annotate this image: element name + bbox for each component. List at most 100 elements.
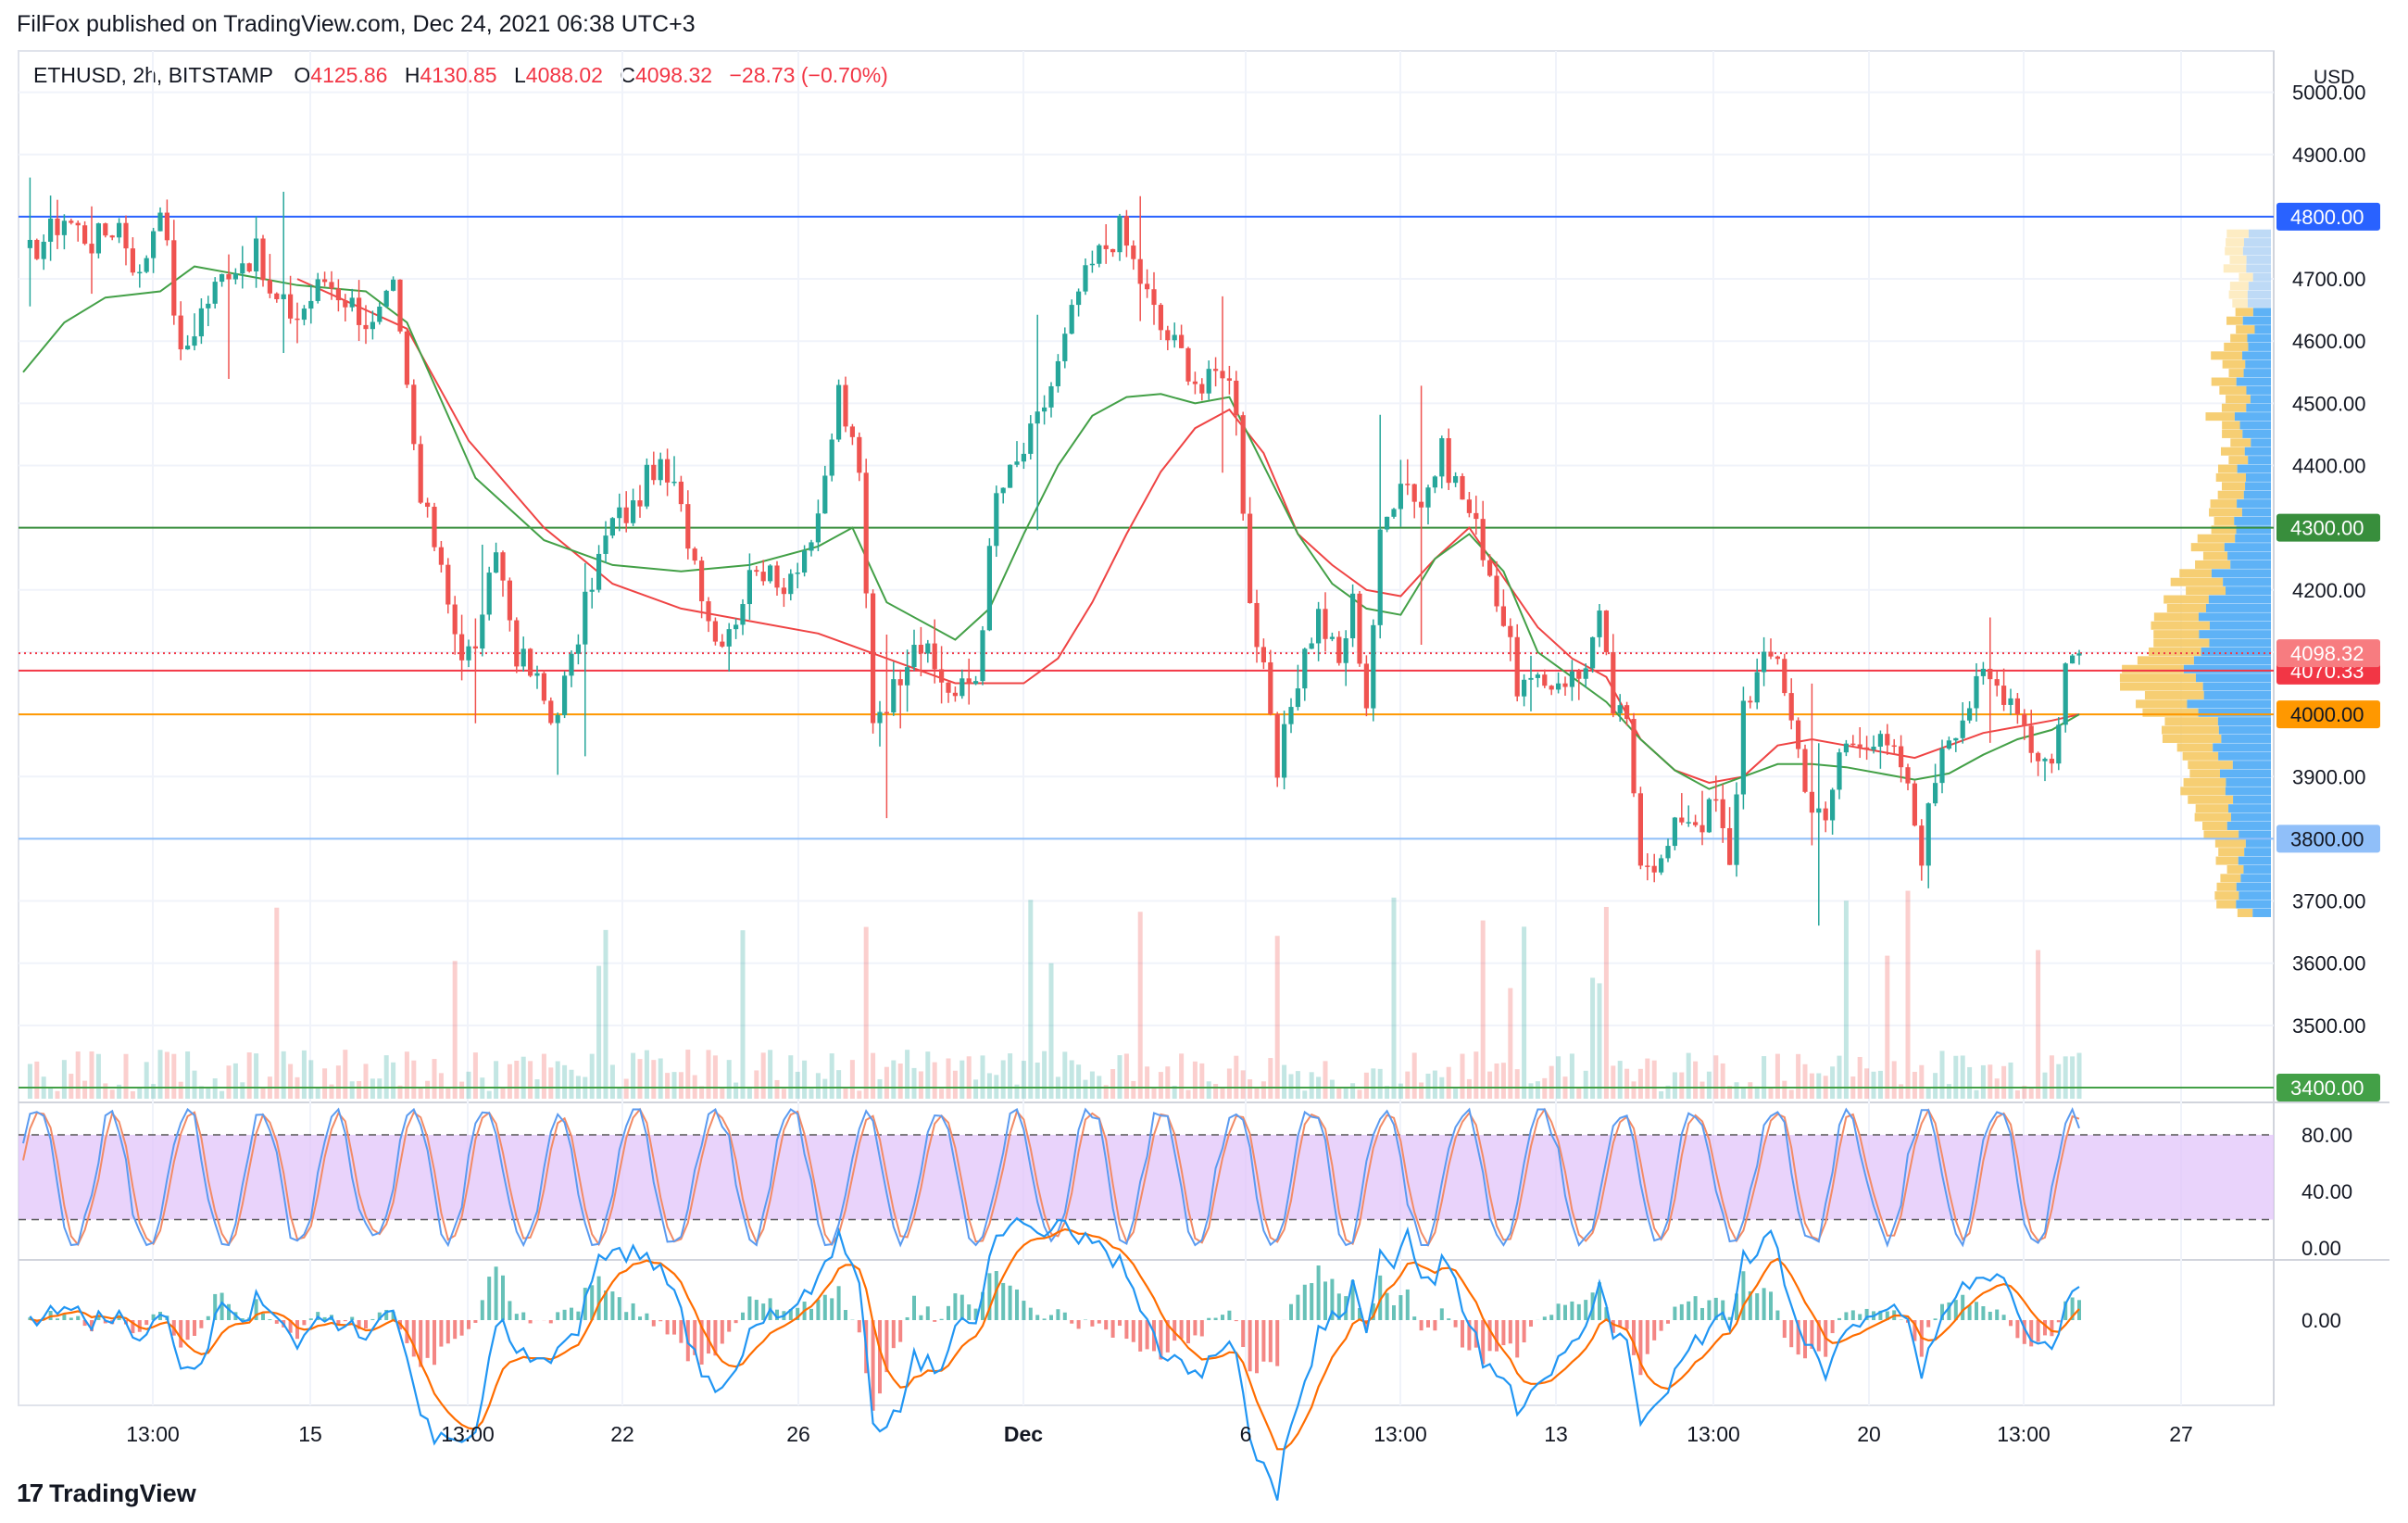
profile-bar-buy [2226, 586, 2271, 596]
macd-hist-bar [1563, 1304, 1567, 1320]
candle [891, 661, 897, 716]
candle-body [939, 669, 945, 683]
macd-hist-bar [82, 1320, 87, 1327]
volume-bar [95, 1053, 101, 1099]
volume-bar [486, 1090, 492, 1099]
candle [857, 432, 862, 482]
volume-bar [164, 1051, 169, 1099]
candle [1562, 676, 1568, 696]
volume-bar [1754, 1086, 1760, 1099]
profile-bar-sell [2153, 612, 2199, 622]
candle-body [206, 303, 211, 308]
candle [1172, 322, 1177, 348]
candle [1343, 630, 1348, 686]
volume-bar [411, 1060, 417, 1099]
macd-hist-bar [1350, 1280, 1355, 1320]
candle-body [774, 565, 780, 588]
candle [1062, 327, 1068, 369]
candle [1837, 749, 1842, 799]
volume-bar [2001, 1065, 2007, 1099]
candle-body [2028, 725, 2034, 753]
volume-bar [891, 1060, 897, 1099]
candle [1720, 784, 1725, 843]
profile-bar-buy [2242, 429, 2271, 438]
candle-body [2008, 698, 2013, 705]
candle [137, 264, 143, 288]
profile-bar-buy [2246, 403, 2271, 412]
volume-bar [1172, 1085, 1177, 1099]
candle-body [609, 518, 615, 536]
volume-bar [520, 1056, 526, 1099]
macd-hist-bar [1953, 1300, 1958, 1320]
volume-bar [884, 1066, 889, 1099]
candle-body [857, 436, 862, 473]
volume-bar [1946, 1084, 1951, 1099]
candle-body [1891, 745, 1897, 748]
macd-hist-bar [796, 1307, 800, 1320]
candle-body [1535, 674, 1540, 678]
macd-hist-bar [1426, 1320, 1430, 1328]
macd-hist-bar [1721, 1300, 1725, 1320]
price-tick-label: 3900.00 [2292, 765, 2366, 788]
macd-hist-bar [295, 1320, 299, 1340]
candle-body [1076, 291, 1082, 306]
candle-body [1385, 516, 1390, 530]
macd-hist-bar [1419, 1320, 1423, 1331]
volume-bar [1597, 983, 1602, 1099]
candle [877, 700, 883, 747]
candle [1611, 634, 1616, 718]
volume-bar [1323, 1061, 1328, 1099]
candle-body [1480, 519, 1486, 560]
macd-hist-bar [1679, 1303, 1684, 1320]
profile-bar-sell [2176, 743, 2214, 752]
candle [802, 545, 808, 577]
candle [1514, 623, 1520, 702]
macd-hist-bar [1433, 1320, 1437, 1331]
volume-bar [232, 1063, 238, 1099]
candle-body [1871, 746, 1876, 750]
volume-bar [2042, 1072, 2048, 1099]
candle-body [706, 601, 711, 622]
volume-bar [1748, 1082, 1753, 1099]
volume-bar [877, 1078, 883, 1099]
candle-body [1528, 677, 1534, 680]
profile-bar-sell [2163, 595, 2209, 604]
candle-body [357, 297, 362, 325]
macd-hist-bar [1885, 1311, 1889, 1320]
macd-hist-bar [1850, 1310, 1855, 1320]
profile-bar-sell [2202, 821, 2227, 830]
candle-body [514, 620, 520, 667]
profile-bar-buy [2226, 777, 2271, 787]
volume-bar [1343, 1087, 1348, 1099]
profile-bar-sell [2211, 377, 2237, 386]
tradingview-brand[interactable]: 17 TradingView [17, 1479, 196, 1508]
volume-bar [308, 1060, 314, 1099]
volume-bar [69, 1074, 74, 1099]
profile-bar-buy [2243, 490, 2271, 499]
volume-bar [89, 1051, 94, 1099]
candle-body [383, 290, 389, 307]
candle-body [1782, 659, 1787, 694]
macd-hist-bar [1645, 1320, 1649, 1354]
candle [1185, 346, 1191, 385]
candle [1500, 589, 1506, 627]
candle-body [1097, 245, 1102, 264]
candle-body [1137, 258, 1143, 284]
macd-hist-bar [480, 1300, 484, 1320]
candle [1645, 853, 1650, 881]
profile-bar-sell [2228, 369, 2244, 378]
macd-hist-bar [548, 1320, 553, 1324]
candle-body [137, 271, 143, 274]
volume-bar [617, 1088, 622, 1099]
volume-bar [1782, 1080, 1787, 1099]
candle-body [1857, 744, 1862, 748]
profile-bar-buy [2218, 725, 2271, 735]
profile-bar-sell [2229, 282, 2249, 291]
candle [315, 272, 320, 304]
candle [370, 310, 375, 340]
candle-body [685, 504, 691, 549]
candle-body [1693, 822, 1699, 825]
candle [1693, 814, 1699, 827]
volume-bar [178, 1081, 183, 1099]
